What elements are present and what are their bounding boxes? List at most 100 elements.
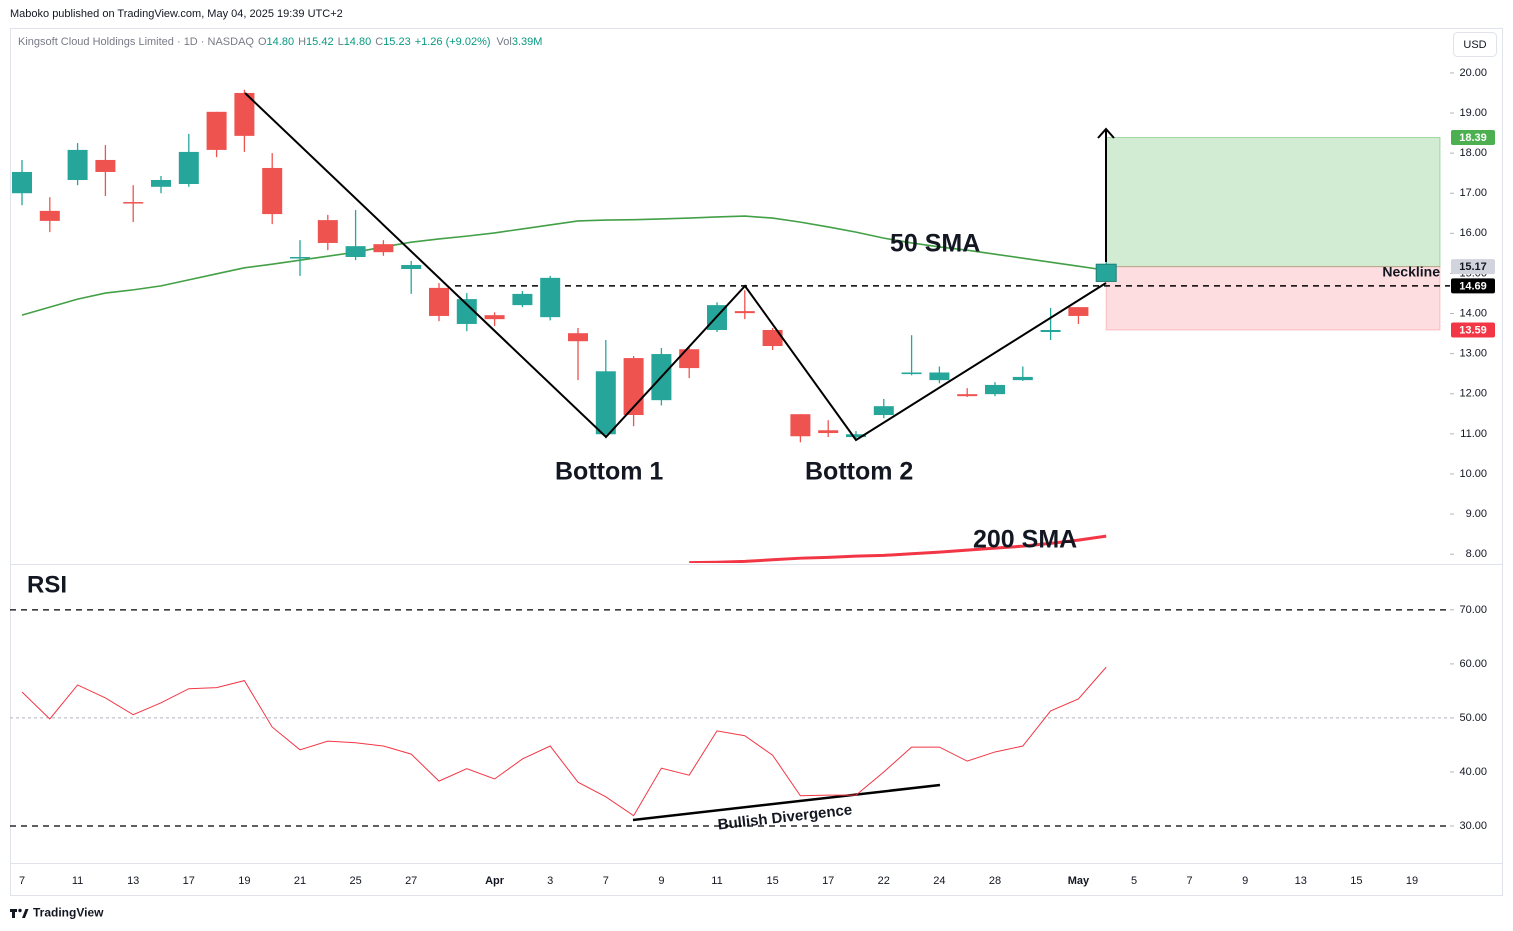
- price-tag: [1451, 259, 1495, 275]
- price-tag-label: 13.59: [1459, 324, 1487, 336]
- candle-body: [734, 311, 755, 314]
- currency-label[interactable]: USD: [1463, 39, 1486, 51]
- x-tick-label: 9: [658, 875, 664, 887]
- candle-body: [901, 372, 922, 375]
- price-tag: [1451, 322, 1495, 338]
- candle-body: [345, 246, 366, 257]
- x-tick-label: 19: [238, 875, 250, 887]
- x-tick-label: 17: [822, 875, 834, 887]
- legend-value: 3.39M: [512, 36, 543, 48]
- candle-body: [317, 220, 338, 243]
- price-tag-label: 14.69: [1459, 280, 1487, 292]
- rsi-tick-label: 30.00: [1459, 820, 1487, 832]
- sma-label: 50 SMA: [890, 230, 980, 258]
- x-tick-label: 28: [989, 875, 1001, 887]
- candle-body: [512, 293, 533, 306]
- candle-body: [957, 394, 978, 397]
- candle-body: [401, 265, 422, 270]
- legend-key: O: [258, 36, 267, 48]
- legend-value: 15.23: [383, 36, 411, 48]
- candle-body: [123, 202, 144, 204]
- x-tick-label: 24: [933, 875, 945, 887]
- candle-body: [373, 244, 394, 253]
- price-tag: [1451, 278, 1495, 294]
- candle-body: [1040, 329, 1061, 332]
- brand-name: TradingView: [33, 906, 104, 920]
- sma-line: [689, 534, 1107, 563]
- legend-key: H: [298, 36, 306, 48]
- rsi-pane: [10, 609, 1450, 827]
- legend-value: 15.42: [306, 36, 334, 48]
- x-tick-label: 21: [294, 875, 306, 887]
- candle-body: [1068, 307, 1089, 316]
- x-tick-label: 7: [1187, 875, 1193, 887]
- axes: 8.009.0010.0011.0012.0013.0014.0015.0016…: [19, 67, 1495, 887]
- rsi-tick-label: 40.00: [1459, 766, 1487, 778]
- brand-logo: [10, 908, 29, 918]
- candle-body: [67, 149, 88, 180]
- candle-body: [39, 210, 60, 221]
- candle-body: [929, 372, 950, 381]
- price-tag: [1451, 129, 1495, 145]
- candle-body: [568, 333, 588, 342]
- candle-body: [540, 277, 561, 318]
- price-tag-label: 18.39: [1459, 132, 1487, 144]
- candle-body: [234, 92, 255, 136]
- legend-value: 14.80: [344, 36, 372, 48]
- candle-body: [262, 167, 283, 215]
- legend-value: 14.80: [267, 36, 295, 48]
- price-pane: [12, 89, 1117, 563]
- candle-body: [456, 299, 477, 324]
- x-tick-label: Apr: [485, 875, 505, 887]
- y-tick-label: 16.00: [1459, 227, 1487, 239]
- x-tick-label: 25: [349, 875, 361, 887]
- annotation: Bottom 1: [555, 458, 663, 486]
- x-tick-label: 13: [1295, 875, 1307, 887]
- currency-button[interactable]: [1453, 32, 1497, 57]
- x-tick-label: 27: [405, 875, 417, 887]
- y-tick-label: 9.00: [1466, 508, 1487, 520]
- x-tick-label: 7: [603, 875, 609, 887]
- sma-line: [21, 215, 1107, 316]
- rsi-title: RSI: [27, 571, 67, 598]
- x-tick-label: 11: [711, 875, 722, 887]
- x-tick-label: 19: [1406, 875, 1418, 887]
- x-tick-label: 3: [547, 875, 553, 887]
- divergence-line: [632, 783, 941, 822]
- legend-key: L: [338, 36, 344, 48]
- y-tick-label: 14.00: [1459, 307, 1487, 319]
- pattern-line: [244, 92, 1107, 442]
- candle-body: [873, 406, 894, 416]
- legend-change: +1.26 (+9.02%): [415, 36, 491, 48]
- candle-body: [846, 434, 866, 438]
- x-tick-label: 7: [19, 875, 25, 887]
- legend-key: C: [375, 36, 383, 48]
- candle-body: [429, 287, 449, 316]
- target-arrowhead: [1097, 127, 1115, 139]
- candle-body: [679, 349, 700, 369]
- y-tick-label: 8.00: [1466, 548, 1487, 560]
- candle-body: [12, 171, 32, 194]
- target-zone: [1105, 136, 1441, 268]
- candle-body: [985, 384, 1005, 395]
- y-tick-label: 12.00: [1459, 388, 1487, 400]
- candle-body: [178, 151, 199, 185]
- y-tick-label: 10.00: [1459, 468, 1487, 480]
- frame: [10, 28, 1503, 896]
- y-tick-label: 18.00: [1459, 147, 1487, 159]
- candle-body: [95, 159, 116, 172]
- legend-key: Vol: [497, 36, 512, 48]
- y-tick-label: 17.00: [1459, 187, 1487, 199]
- rsi-tick-label: 60.00: [1459, 658, 1487, 670]
- stop-zone: [1105, 266, 1441, 331]
- rsi-tick-label: 50.00: [1459, 712, 1487, 724]
- x-tick-label: May: [1068, 875, 1090, 887]
- y-tick-label: 19.00: [1459, 107, 1487, 119]
- zones: [455, 136, 1450, 331]
- rsi-tick-label: 70.00: [1459, 604, 1487, 616]
- annotation: Bottom 2: [805, 458, 913, 486]
- candle-body: [151, 179, 171, 187]
- candle-body: [818, 430, 839, 434]
